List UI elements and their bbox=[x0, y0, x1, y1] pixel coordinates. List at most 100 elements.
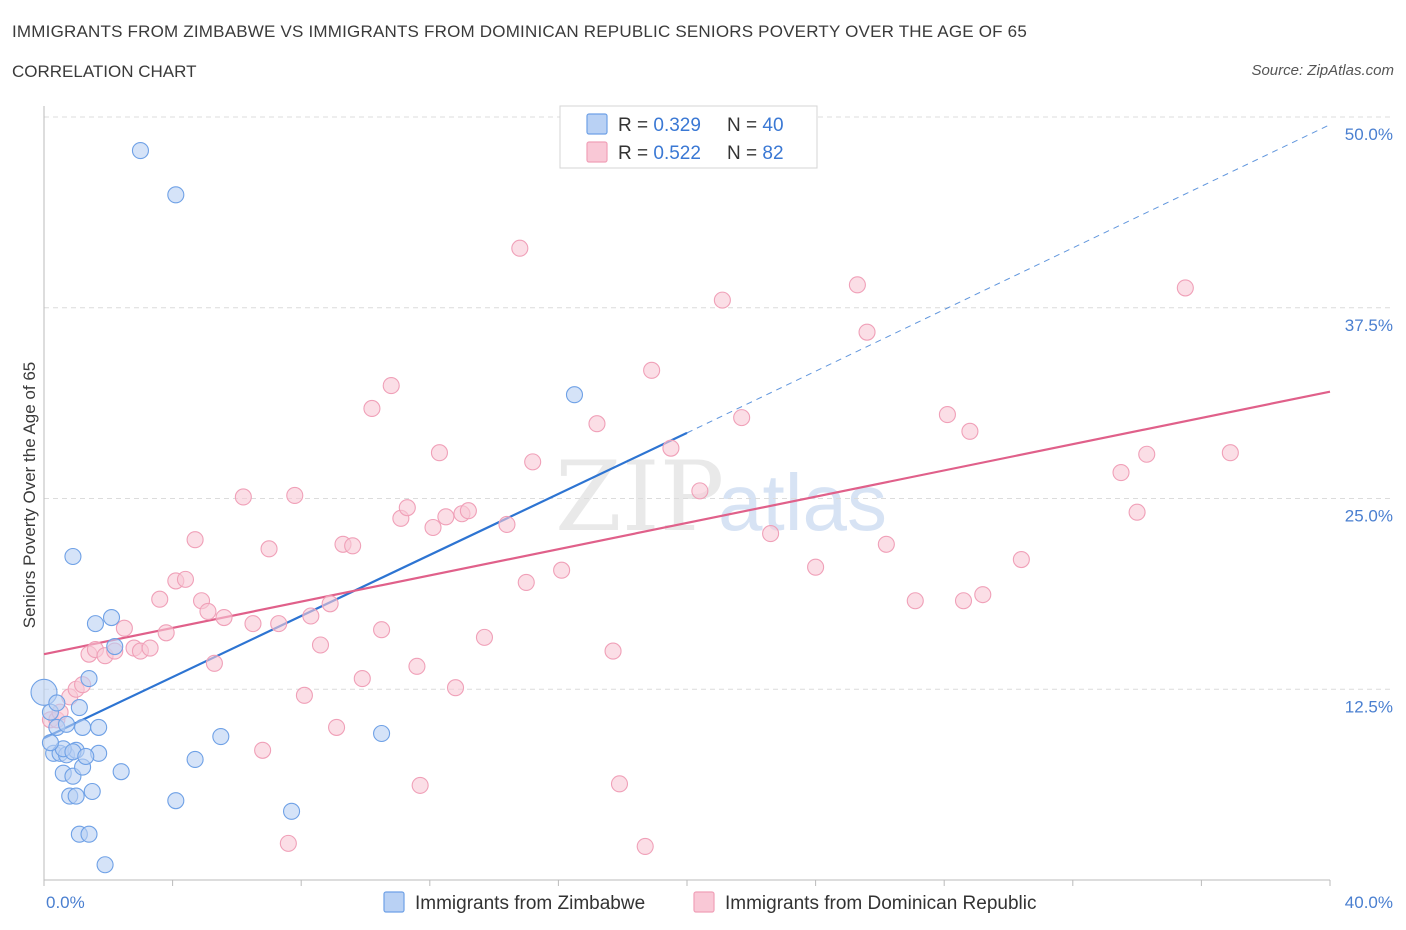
point-series1-47 bbox=[437, 508, 455, 526]
source-label: Source: ZipAtlas.com bbox=[1251, 62, 1394, 79]
point-series1-31 bbox=[302, 607, 320, 625]
point-series1-61 bbox=[643, 361, 661, 379]
point-series1-25 bbox=[254, 741, 272, 759]
point-series1-51 bbox=[475, 628, 494, 646]
tick-labels: 12.5% 25.0% 37.5% 50.0% 0.0% 40.0% bbox=[46, 125, 1393, 912]
point-series1-32 bbox=[311, 636, 330, 654]
point-series1-15 bbox=[157, 624, 175, 642]
stat-r-value-2: 0.522 bbox=[653, 143, 701, 164]
point-series0-31 bbox=[212, 728, 230, 746]
point-series1-77 bbox=[1112, 464, 1130, 482]
watermark: ZIP atlas bbox=[555, 441, 887, 553]
point-series0-38 bbox=[77, 747, 95, 765]
point-series1-45 bbox=[424, 518, 442, 537]
point-series0-28 bbox=[167, 186, 185, 204]
point-series1-67 bbox=[807, 558, 825, 576]
point-series1-79 bbox=[1138, 445, 1156, 463]
point-series1-80 bbox=[1176, 279, 1194, 297]
point-series1-44 bbox=[411, 776, 429, 794]
series-legend: Immigrants from Zimbabwe Immigrants from… bbox=[383, 891, 1037, 914]
point-series1-42 bbox=[398, 499, 416, 517]
point-series1-48 bbox=[446, 679, 465, 697]
point-series1-23 bbox=[234, 488, 252, 506]
point-series1-73 bbox=[954, 592, 973, 610]
point-series1-74 bbox=[961, 422, 979, 440]
point-series0-16 bbox=[80, 670, 98, 688]
point-series1-20 bbox=[199, 602, 217, 620]
point-series0-27 bbox=[131, 142, 149, 160]
stat-n-label-2: N = bbox=[727, 143, 762, 164]
point-series1-56 bbox=[553, 561, 571, 579]
point-series0-25 bbox=[112, 763, 130, 781]
point-series0-29 bbox=[167, 792, 185, 810]
point-series1-55 bbox=[524, 453, 542, 471]
x-tick-label-0: 0.0% bbox=[46, 893, 85, 912]
point-series0-19 bbox=[86, 615, 104, 633]
point-series0-35 bbox=[48, 694, 66, 712]
point-series0-18 bbox=[83, 782, 101, 801]
svg-text:N = 82: N = 82 bbox=[727, 143, 784, 164]
point-series0-21 bbox=[90, 718, 108, 736]
point-series1-57 bbox=[588, 415, 606, 433]
data-points bbox=[30, 142, 1239, 874]
y-tick-label-2: 37.5% bbox=[1345, 316, 1393, 335]
point-series1-27 bbox=[270, 615, 288, 633]
legend-swatch-dominican bbox=[586, 141, 608, 163]
point-series1-50 bbox=[459, 502, 477, 520]
point-series1-46 bbox=[430, 444, 448, 462]
point-series0-33 bbox=[373, 724, 391, 743]
trend-line-1 bbox=[43, 390, 1331, 656]
stat-n-label-1: N = bbox=[727, 115, 762, 136]
point-series1-69 bbox=[858, 323, 876, 341]
svg-text:N = 40: N = 40 bbox=[727, 115, 784, 136]
legend-swatch-zimbabwe-bottom bbox=[383, 891, 405, 913]
legend-label-zimbabwe: Immigrants from Zimbabwe bbox=[415, 893, 645, 914]
point-series0-13 bbox=[70, 699, 88, 717]
point-series1-14 bbox=[151, 590, 169, 608]
point-series0-14 bbox=[74, 718, 92, 736]
point-series1-36 bbox=[344, 537, 362, 555]
point-series1-40 bbox=[382, 377, 400, 395]
point-series1-75 bbox=[974, 586, 992, 604]
point-series1-17 bbox=[176, 570, 195, 588]
watermark-atlas: atlas bbox=[718, 458, 887, 547]
x-tick-label-1: 40.0% bbox=[1345, 893, 1393, 912]
stat-n-value-1: 40 bbox=[762, 115, 783, 136]
point-series0-17 bbox=[80, 825, 98, 843]
y-tick-label-1: 25.0% bbox=[1345, 507, 1393, 526]
point-series1-24 bbox=[244, 615, 262, 633]
stat-r-value-1: 0.329 bbox=[653, 115, 701, 136]
point-series0-22 bbox=[96, 856, 114, 874]
point-series0-23 bbox=[102, 608, 121, 627]
stats-legend: R = 0.329 N = 40 R = 0.522 N = 82 bbox=[559, 105, 818, 169]
point-series1-71 bbox=[906, 592, 924, 610]
stat-r-label-1: R = bbox=[618, 115, 653, 136]
point-series1-70 bbox=[877, 535, 895, 553]
svg-text:R = 0.522: R = 0.522 bbox=[618, 143, 701, 164]
trend-line-0 bbox=[43, 431, 688, 740]
point-series1-63 bbox=[691, 482, 709, 500]
point-series1-18 bbox=[186, 531, 204, 549]
legend-swatch-zimbabwe bbox=[586, 113, 608, 135]
y-tick-label-3: 50.0% bbox=[1345, 125, 1393, 144]
point-series1-13 bbox=[141, 639, 159, 657]
point-series1-64 bbox=[713, 291, 731, 309]
point-series1-38 bbox=[363, 399, 381, 418]
point-series0-32 bbox=[283, 802, 301, 820]
point-series1-53 bbox=[511, 239, 529, 257]
point-series1-68 bbox=[848, 276, 866, 294]
point-series1-21 bbox=[205, 654, 223, 672]
stat-r-label-2: R = bbox=[618, 143, 653, 164]
point-series1-39 bbox=[373, 621, 391, 639]
point-series1-22 bbox=[215, 608, 233, 627]
trend-lines bbox=[43, 124, 1331, 740]
point-series1-59 bbox=[610, 775, 629, 793]
chart-subtitle: CORRELATION CHART bbox=[12, 62, 197, 81]
chart-title: IMMIGRANTS FROM ZIMBABWE VS IMMIGRANTS F… bbox=[12, 22, 1027, 41]
point-series1-54 bbox=[517, 573, 535, 591]
point-series0-10 bbox=[67, 787, 85, 805]
y-axis-label: Seniors Poverty Over the Age of 65 bbox=[20, 362, 39, 628]
point-series1-33 bbox=[321, 595, 339, 613]
point-series1-58 bbox=[604, 642, 622, 660]
